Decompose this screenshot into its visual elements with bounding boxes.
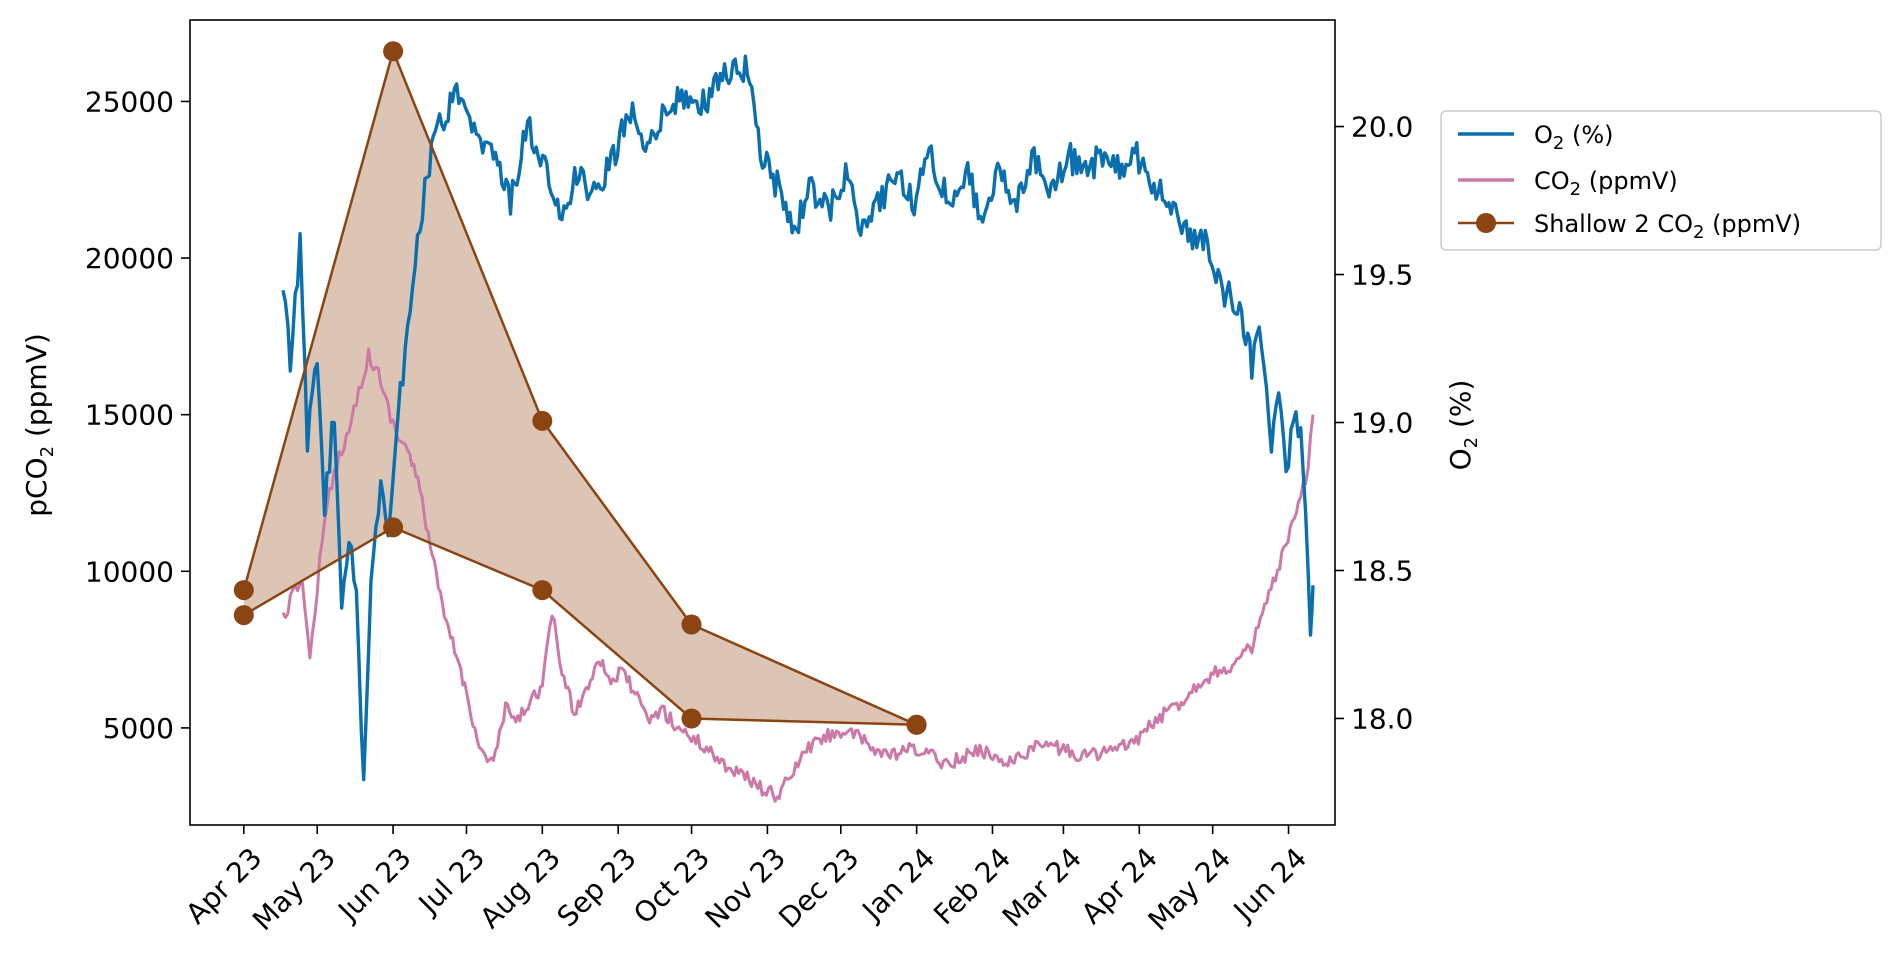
legend-label-o2: O2 (%) [1534, 121, 1614, 154]
y-left-axis: 5000 10000 15000 20000 25000 [85, 85, 190, 745]
shallow2-co2-lower-point-1 [383, 517, 404, 538]
x-tick-label-7: Nov 23 [699, 841, 792, 934]
plot-area [189, 19, 1336, 826]
y-left-tick-label-4: 25000 [85, 85, 174, 118]
x-tick-label-9: Jan 24 [855, 841, 942, 928]
co2-line [281, 347, 1315, 803]
x-tick-label-4: Aug 23 [473, 841, 566, 934]
shallow2-co2-upper-point-2 [532, 410, 553, 431]
x-tick-label-2: Jun 23 [331, 841, 418, 928]
legend-marker-shallow2 [1476, 213, 1496, 233]
shallow2-co2-series-layer [233, 41, 927, 735]
y-right-tick-label-0: 18.0 [1351, 702, 1413, 735]
shallow2-co2-range-fill [243, 51, 917, 725]
y-left-axis-title: pCO2 (ppmV) [20, 333, 58, 517]
x-tick-label-13: May 24 [1142, 841, 1238, 937]
shallow2-co2-lower-point-4 [906, 714, 927, 735]
shallow2-co2-upper-point-1 [383, 41, 404, 62]
o2-line [281, 54, 1315, 782]
y-left-tick-label-3: 20000 [85, 242, 174, 275]
y-right-axis-title: O2 (%) [1444, 380, 1482, 471]
legend-frame [1440, 110, 1882, 251]
legend-label-co2: CO2 (ppmV) [1534, 167, 1678, 200]
shallow2-co2-range-fill-layer [243, 51, 917, 725]
shallow2-co2-lower-point-2 [532, 580, 553, 601]
shallow2-co2-lower-point-0 [233, 605, 254, 626]
y-right-tick-label-2: 19.0 [1351, 407, 1413, 440]
y-right-tick-label-1: 18.5 [1351, 554, 1413, 587]
shallow2-co2-lower-point-3 [681, 708, 702, 729]
co2-series-layer [281, 347, 1315, 803]
shallow2-co2-upper-point-0 [233, 580, 254, 601]
shallow2-co2-upper-point-3 [681, 614, 702, 635]
legend-label-shallow2: Shallow 2 CO2 (ppmV) [1534, 210, 1801, 243]
y-left-tick-label-2: 15000 [85, 399, 174, 432]
x-tick-label-8: Dec 23 [772, 841, 865, 934]
y-left-tick-label-0: 5000 [103, 712, 174, 745]
o2-series-layer [281, 54, 1315, 782]
y-right-tick-label-3: 19.5 [1351, 259, 1413, 292]
y-right-tick-label-4: 20.0 [1351, 111, 1413, 144]
y-right-axis: 18.0 18.5 19.0 19.5 20.0 [1335, 111, 1413, 735]
legend: O2 (%) CO2 (ppmV) Shallow 2 CO2 (ppmV) [1440, 110, 1882, 251]
x-tick-label-1: May 23 [246, 841, 342, 937]
x-tick-label-11: Mar 24 [996, 841, 1088, 933]
x-tick-label-5: Sep 23 [551, 841, 643, 933]
x-tick-label-14: Jun 24 [1226, 841, 1313, 928]
y-left-tick-label-1: 10000 [85, 555, 174, 588]
